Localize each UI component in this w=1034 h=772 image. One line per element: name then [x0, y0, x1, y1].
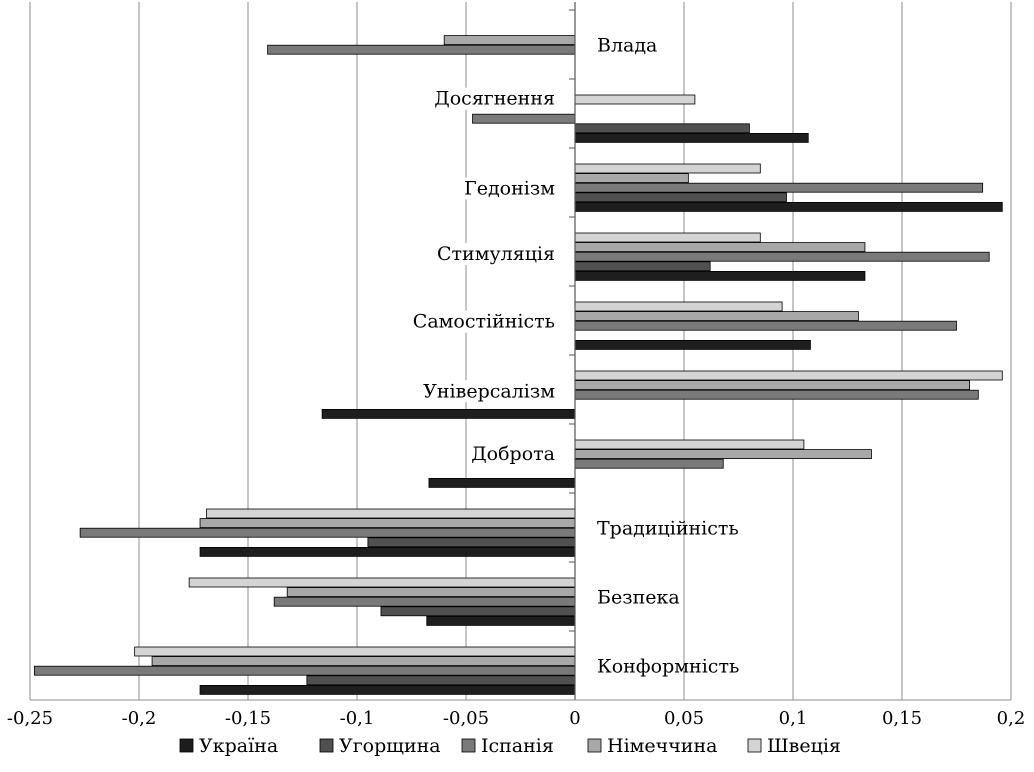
bar-2-9	[380, 606, 576, 617]
bar-5-9	[188, 577, 576, 588]
bar-4-4	[574, 242, 866, 253]
legend-swatch-3	[461, 738, 476, 753]
bar-3-6	[574, 389, 979, 400]
bar-2-2	[574, 123, 750, 134]
bar-3-8	[79, 527, 576, 538]
legend-label-3: Іспанія	[481, 735, 554, 757]
x-tick-label: -0,15	[225, 708, 271, 729]
bar-3-7	[574, 458, 724, 469]
axes	[30, 2, 1011, 701]
x-tick-label: -0,05	[443, 708, 489, 729]
bar-4-1	[443, 35, 576, 45]
bar-2-8	[367, 537, 576, 548]
bar-1-6	[321, 408, 576, 419]
category-label-2: Досягнення	[434, 88, 555, 110]
category-label-5: Самостійність	[413, 311, 555, 333]
category-label-10: Конформність	[597, 656, 739, 678]
label-backdrop	[421, 380, 558, 403]
bar-3-2	[472, 113, 576, 124]
legend: Україна Угорщина Іспанія Німеччина Швеція	[179, 735, 841, 757]
bar-4-5	[574, 311, 859, 322]
label-backdrop	[434, 242, 557, 265]
bar-1-3	[574, 201, 1003, 212]
category-label-9: Безпека	[597, 587, 680, 609]
x-tick-label: 0,1	[779, 708, 808, 729]
legend-label-2: Угорщина	[339, 735, 441, 757]
bar-4-10	[151, 656, 576, 666]
bar-1-10	[199, 685, 576, 695]
category-label-8: Традиційність	[597, 518, 739, 540]
x-tick-labels: -0,25 -0,2 -0,15 -0,1 -0,05 0 0,05 0,1 0,15 0,2	[7, 708, 1025, 729]
x-tick-label: 0	[569, 708, 580, 729]
bar-3-1	[267, 44, 576, 55]
bar-5-6	[574, 370, 1003, 381]
bar-1-7	[428, 477, 576, 488]
x-tick-label: 0,05	[664, 708, 704, 729]
legend-swatch-2	[319, 738, 334, 753]
category-label-7: Доброта	[471, 443, 555, 465]
bar-1-8	[199, 547, 576, 557]
legend-label-4: Німеччина	[607, 735, 717, 757]
bar-5-7	[574, 439, 805, 450]
bar-5-2	[574, 94, 696, 105]
bar-4-7	[574, 449, 872, 460]
category-label-6: Універсалізм	[423, 380, 555, 402]
bar-2-10	[306, 675, 576, 686]
bar-4-9	[286, 587, 576, 597]
bar-3-9	[273, 596, 576, 607]
bar-3-4	[574, 251, 990, 262]
bar-2-3	[574, 192, 787, 203]
bar-3-5	[574, 320, 957, 331]
legend-swatch-5	[747, 738, 762, 753]
bar-5-5	[574, 301, 783, 312]
bar-2-4	[574, 261, 711, 272]
label-backdrop	[410, 310, 557, 333]
x-tick-label: 0,15	[882, 708, 922, 729]
bar-4-8	[199, 518, 576, 528]
bar-3-10	[33, 665, 576, 676]
category-labels: Влада Досягнення Гедонізм Стимуляція Самості…	[410, 35, 739, 678]
category-label-4: Стимуляція	[437, 243, 555, 265]
legend-swatch-1	[179, 738, 194, 753]
category-label-1: Влада	[597, 35, 657, 57]
bar-5-3	[574, 163, 761, 174]
bars	[33, 35, 1003, 695]
bar-1-4	[574, 270, 866, 281]
x-tick-label: 0,2	[997, 708, 1026, 729]
legend-swatch-4	[587, 738, 602, 753]
label-backdrop	[462, 177, 558, 200]
bar-5-8	[206, 508, 576, 519]
bar-1-5	[574, 339, 811, 350]
bar-5-4	[574, 232, 761, 243]
category-label-3: Гедонізм	[464, 177, 555, 199]
bar-1-2	[574, 132, 809, 143]
label-backdrop	[469, 443, 557, 466]
x-tick-label: -0,1	[340, 708, 375, 729]
legend-label-5: Швеція	[767, 735, 841, 757]
x-tick-label: -0,2	[122, 708, 157, 729]
bar-3-3	[574, 182, 984, 193]
legend-label-1: Україна	[199, 735, 278, 757]
x-tick-label: -0,25	[7, 708, 53, 729]
bar-4-3	[574, 173, 689, 184]
bar-1-9	[426, 616, 576, 626]
label-backdrop	[432, 87, 557, 110]
bar-5-10	[134, 646, 576, 657]
bar-4-6	[574, 380, 970, 391]
